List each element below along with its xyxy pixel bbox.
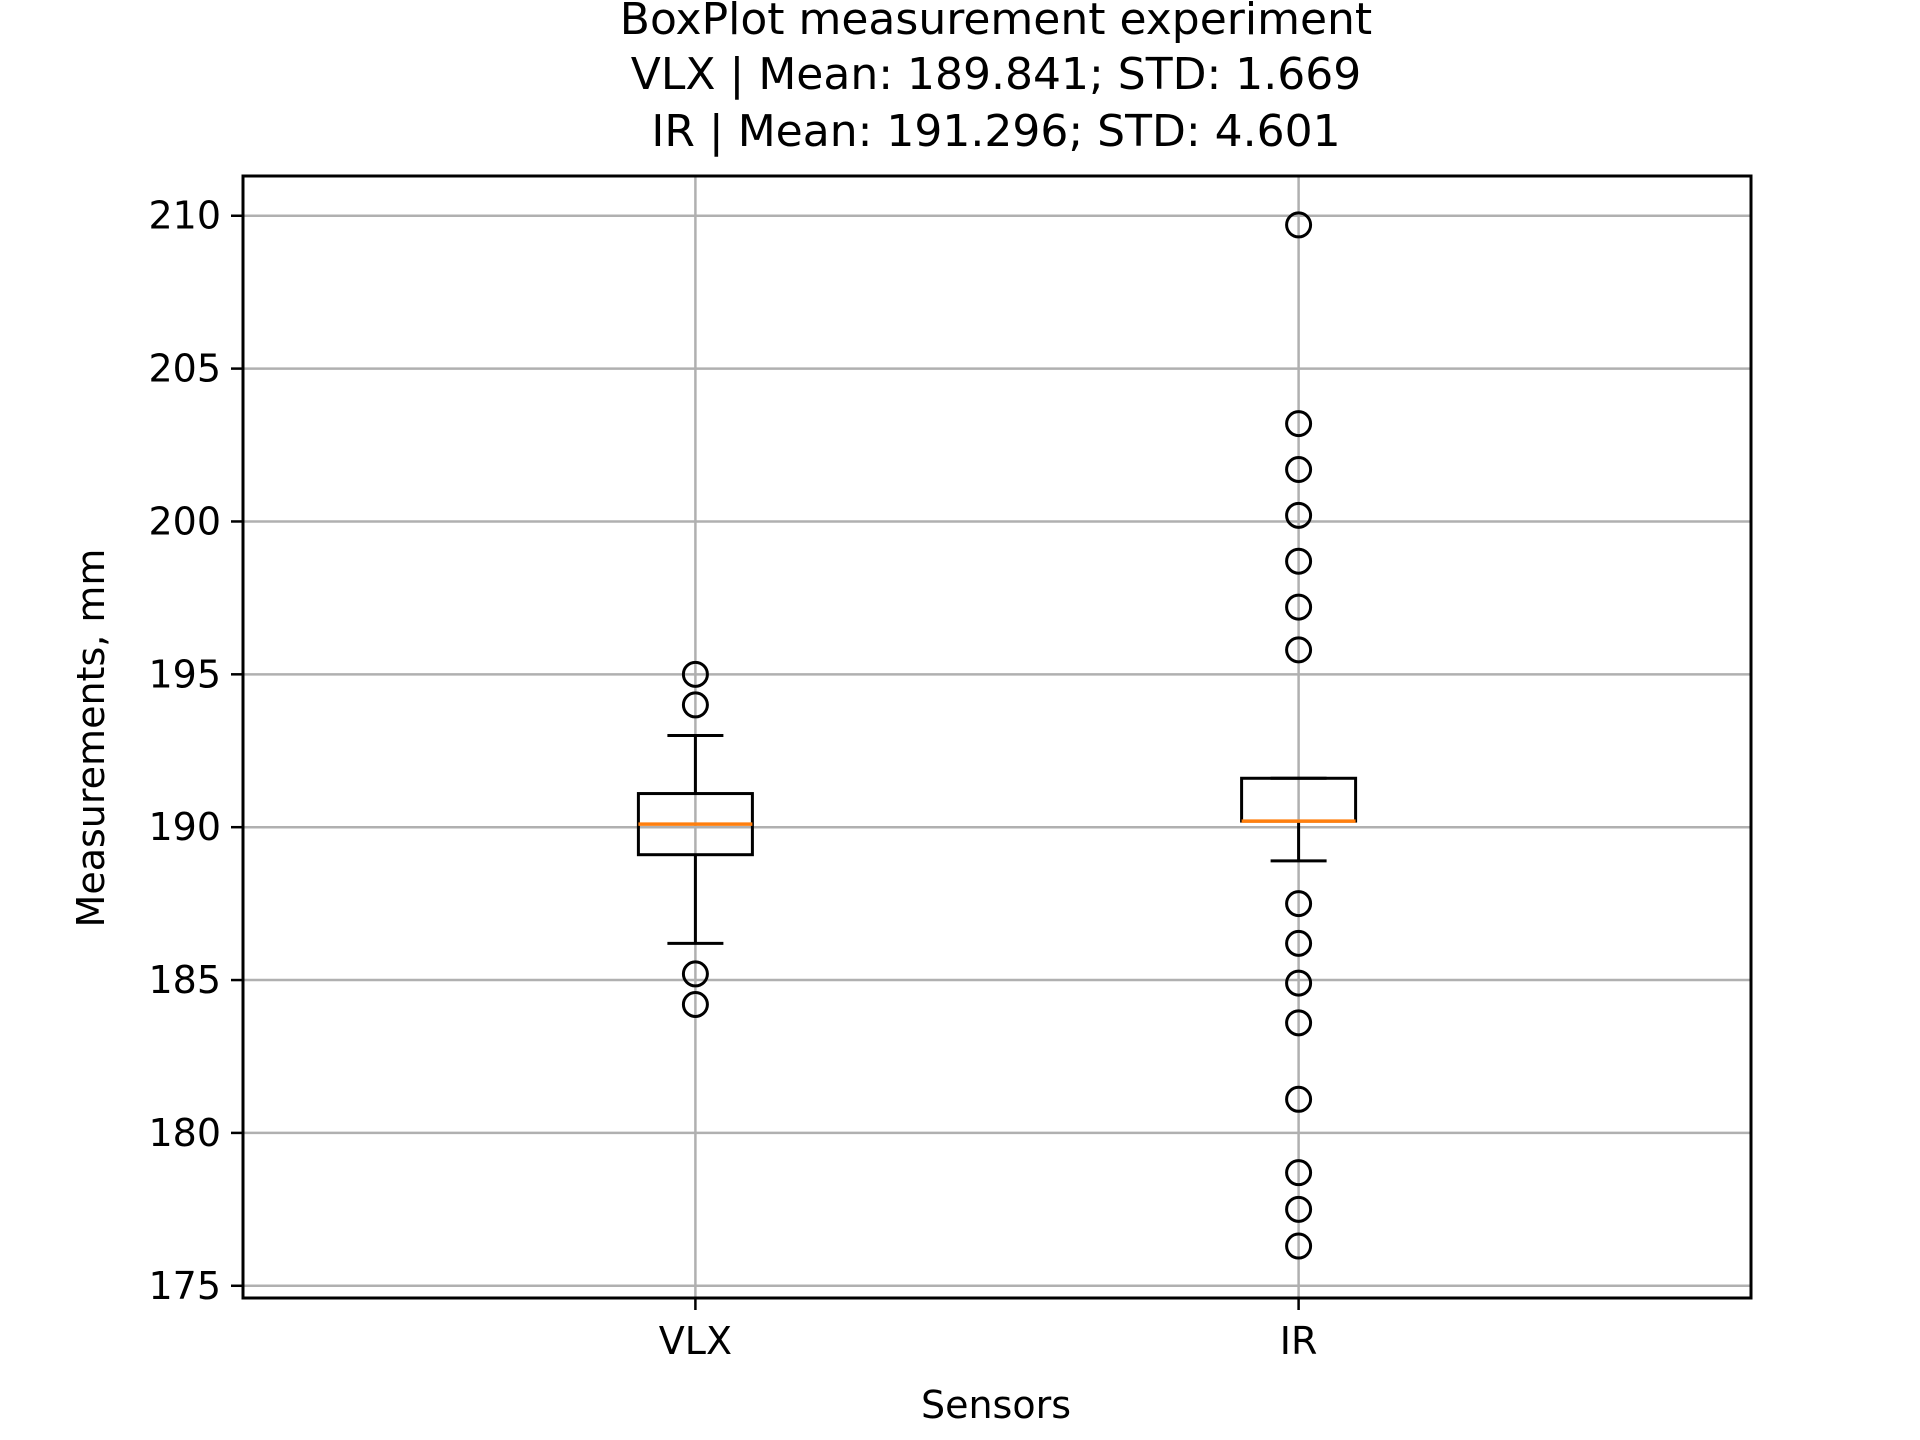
x-axis-label: Sensors: [921, 1383, 1071, 1427]
outlier-point: [1285, 410, 1313, 438]
outlier-point: [1285, 1232, 1313, 1260]
outlier-point: [1285, 890, 1313, 918]
outlier-point: [681, 660, 709, 688]
outlier-point: [1285, 501, 1313, 529]
y-tick-label: 180: [148, 1111, 221, 1155]
box-ir: [1240, 211, 1358, 1260]
y-tick-label: 200: [148, 499, 221, 543]
outlier-point: [1285, 636, 1313, 664]
outlier-point: [681, 960, 709, 988]
outlier-point: [1285, 1195, 1313, 1223]
boxes: [636, 211, 1358, 1260]
y-tick-label: 210: [148, 194, 221, 238]
outlier-point: [1285, 1085, 1313, 1113]
x-tick-label: IR: [1280, 1319, 1318, 1363]
chart-title-line-3: IR | Mean: 191.296; STD: 4.601: [651, 106, 1340, 157]
x-axis-ticks: VLX IR: [659, 1298, 1318, 1363]
outlier-point: [1285, 969, 1313, 997]
x-tick-label: VLX: [659, 1319, 732, 1363]
grid: [243, 176, 1751, 1298]
y-tick-label: 185: [148, 958, 221, 1002]
y-tick-label: 175: [148, 1264, 221, 1308]
y-axis-label: Measurements, mm: [69, 549, 113, 928]
outlier-point: [1285, 929, 1313, 957]
outlier-point: [1285, 455, 1313, 483]
y-axis-ticks: 175 180 185 190 195 200 205 210: [148, 194, 243, 1308]
outlier-point: [681, 991, 709, 1019]
chart-title-line-2: VLX | Mean: 189.841; STD: 1.669: [631, 49, 1361, 100]
outlier-point: [1285, 1159, 1313, 1187]
outlier-point: [1285, 593, 1313, 621]
y-tick-label: 195: [148, 652, 221, 696]
outlier-point: [1285, 211, 1313, 239]
y-tick-label: 205: [148, 347, 221, 391]
box-vlx: [636, 660, 754, 1019]
outlier-point: [1285, 547, 1313, 575]
outlier-point: [1285, 1009, 1313, 1037]
chart-title-line-1: BoxPlot measurement experiment: [620, 0, 1372, 45]
plot-frame: [241, 174, 1753, 1300]
y-tick-label: 190: [148, 805, 221, 849]
outlier-point: [681, 691, 709, 719]
